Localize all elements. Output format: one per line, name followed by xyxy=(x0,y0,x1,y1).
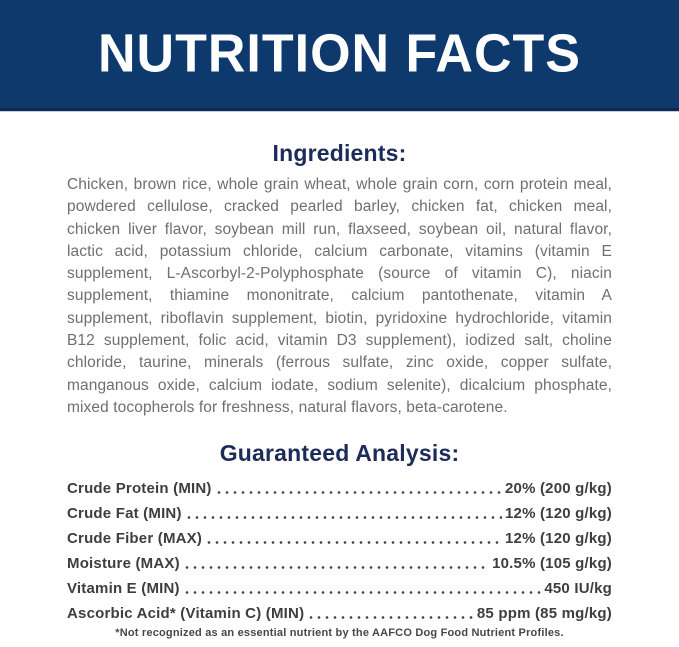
dot-leader xyxy=(214,476,502,502)
analysis-row-value: 20% (200 g/kg) xyxy=(504,480,612,498)
analysis-row-label: Crude Fiber (MAX) xyxy=(67,530,203,548)
analysis-row-label: Ascorbic Acid* (Vitamin C) (MIN) xyxy=(67,605,305,623)
analysis-row: Crude Fat (MIN) 12% (120 g/kg) xyxy=(67,501,612,527)
page-title: NUTRITION FACTS xyxy=(98,23,581,85)
dot-leader xyxy=(182,551,490,577)
analysis-row-label: Crude Protein (MIN) xyxy=(67,480,212,498)
ingredients-heading: Ingredients: xyxy=(272,140,407,166)
dot-leader xyxy=(184,501,502,527)
ingredients-section: Ingredients: Chicken, brown rice, whole … xyxy=(0,140,679,419)
dot-leader xyxy=(205,526,502,552)
analysis-row: Moisture (MAX) 10.5% (105 g/kg) xyxy=(67,551,612,577)
analysis-row: Crude Protein (MIN) 20% (200 g/kg) xyxy=(67,476,612,502)
guaranteed-analysis-section: Guaranteed Analysis: Crude Protein (MIN)… xyxy=(0,440,679,627)
analysis-row: Ascorbic Acid* (Vitamin C) (MIN) 85 ppm … xyxy=(67,601,612,627)
analysis-row-value: 450 IU/kg xyxy=(544,580,612,598)
analysis-row-value: 12% (120 g/kg) xyxy=(504,530,612,548)
ingredients-text: Chicken, brown rice, whole grain wheat, … xyxy=(67,176,612,416)
analysis-row-label: Vitamin E (MIN) xyxy=(67,580,180,598)
analysis-row-value: 12% (120 g/kg) xyxy=(504,505,612,523)
header-banner: NUTRITION FACTS xyxy=(0,0,679,111)
dot-leader xyxy=(182,576,542,602)
analysis-row: Vitamin E (MIN) 450 IU/kg xyxy=(67,576,612,602)
guaranteed-analysis-table: Crude Protein (MIN) 20% (200 g/kg) Crude… xyxy=(67,476,612,627)
dot-leader xyxy=(307,601,474,627)
analysis-row-label: Crude Fat (MIN) xyxy=(67,505,182,523)
analysis-row-value: 10.5% (105 g/kg) xyxy=(492,555,612,573)
analysis-row: Crude Fiber (MAX) 12% (120 g/kg) xyxy=(67,526,612,552)
analysis-row-value: 85 ppm (85 mg/kg) xyxy=(476,605,612,623)
aafco-footnote: *Not recognized as an essential nutrient… xyxy=(115,627,564,639)
guaranteed-analysis-heading: Guaranteed Analysis: xyxy=(219,440,460,467)
analysis-row-label: Moisture (MAX) xyxy=(67,555,180,573)
